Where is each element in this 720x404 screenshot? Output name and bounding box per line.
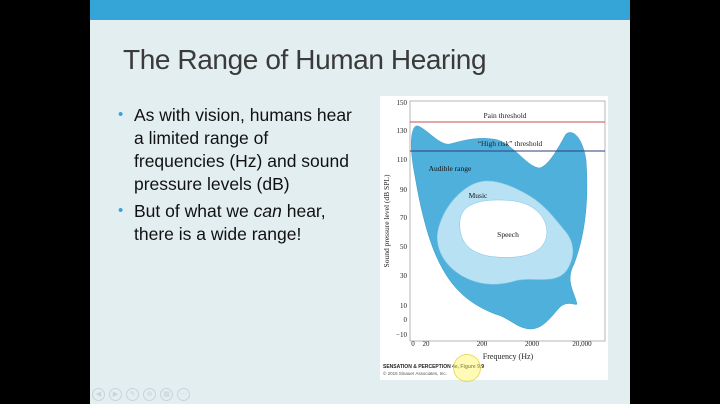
x-tick-label: 200: [477, 340, 488, 348]
speech-label: Speech: [497, 230, 519, 239]
bullet-list: • As with vision, humans hear a limited …: [118, 104, 358, 250]
speech-area: [459, 199, 548, 258]
bullet-text-start: But of what we: [134, 201, 254, 221]
zoom-icon[interactable]: ⊕: [143, 388, 156, 401]
audible-range-label: Audible range: [429, 164, 472, 173]
x-tick-label: 20: [423, 340, 431, 348]
bullet-item: • But of what we can hear, there is a wi…: [118, 200, 358, 246]
pen-icon[interactable]: ✎: [126, 388, 139, 401]
y-tick-label: 0: [404, 316, 408, 324]
y-tick-label: 130: [397, 127, 408, 135]
y-axis-label: Sound pressure level (dB SPL): [382, 174, 391, 267]
bullet-dot: •: [118, 202, 124, 219]
high-risk-threshold-label: “High risk” threshold: [478, 139, 543, 148]
music-label: Music: [469, 191, 488, 200]
slide-title: The Range of Human Hearing: [123, 44, 487, 75]
y-tick-label: 90: [400, 186, 408, 194]
previous-slide-icon[interactable]: ◀: [92, 388, 105, 401]
figure-credit: SENSATION & PERCEPTION 4e, Figure 9.9: [383, 364, 485, 370]
hearing-range-figure: Pain threshold “High risk” threshold Aud…: [380, 96, 608, 380]
y-tick-label: 110: [397, 156, 408, 164]
pain-threshold-label: Pain threshold: [483, 111, 526, 120]
hearing-range-chart: Pain threshold “High risk” threshold Aud…: [382, 99, 606, 361]
x-axis-label: Frequency (Hz): [483, 352, 534, 361]
bullet-item: • As with vision, humans hear a limited …: [118, 104, 358, 196]
y-tick-label: −10: [396, 331, 407, 339]
y-tick-label: 150: [397, 99, 408, 107]
y-tick-label: 30: [400, 272, 408, 280]
next-slide-icon[interactable]: ▶: [109, 388, 122, 401]
y-tick-label: 50: [400, 243, 408, 251]
slide-top-bar: [90, 0, 630, 20]
slide: The Range of Human Hearing • As with vis…: [90, 0, 630, 404]
x-tick-label: 2000: [525, 340, 540, 348]
figure-copyright: © 2015 Sinauer Associates, Inc.: [383, 371, 447, 376]
x-tick-label: 0: [411, 340, 415, 348]
y-tick-label: 70: [400, 214, 408, 222]
view-icon[interactable]: ▦: [160, 388, 173, 401]
bullet-dot: •: [118, 106, 124, 123]
bullet-text-emphasis: can: [253, 201, 282, 221]
cursor-highlight: [453, 354, 481, 382]
more-options-icon[interactable]: ⋯: [177, 388, 190, 401]
y-tick-label: 10: [400, 302, 408, 310]
bullet-text-end: hear, there is a wide range!: [134, 201, 326, 244]
bullet-text: As with vision, humans hear a limited ra…: [134, 105, 352, 194]
slideshow-controls: ◀ ▶ ✎ ⊕ ▦ ⋯: [92, 388, 190, 401]
x-tick-label: 20,000: [572, 340, 592, 348]
